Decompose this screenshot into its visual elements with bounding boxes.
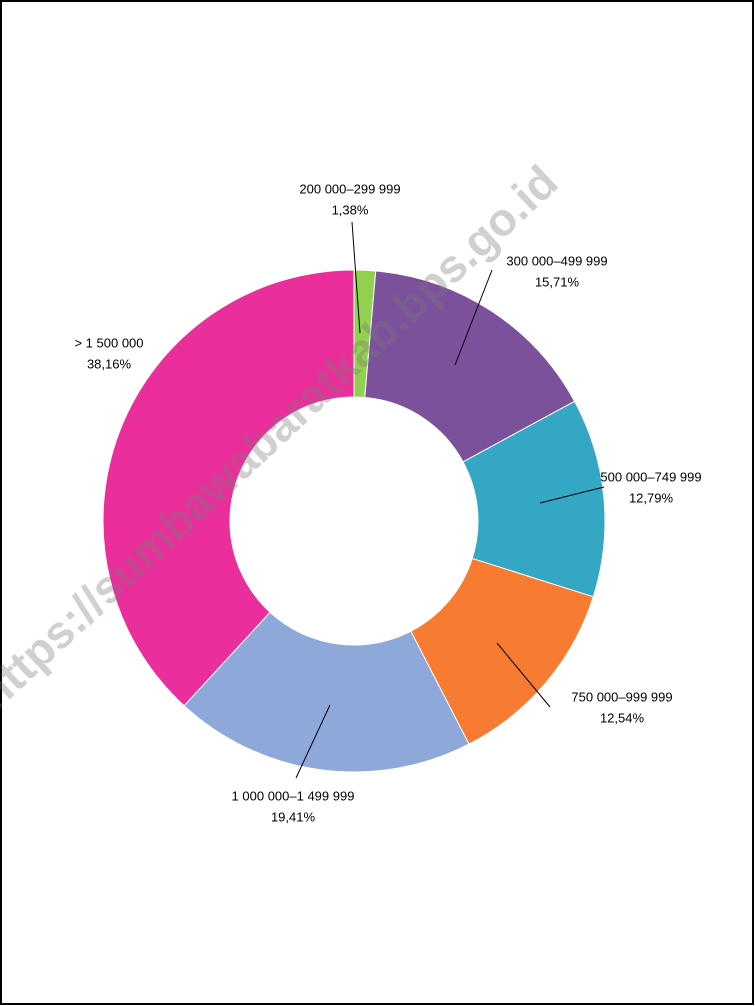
value-label: 38,16% xyxy=(87,356,132,371)
value-label: 19,41% xyxy=(271,809,316,824)
leader-line xyxy=(454,269,493,366)
value-label: 12,79% xyxy=(629,490,674,505)
category-label: 500 000–749 999 xyxy=(600,469,701,484)
leader-line xyxy=(295,704,331,779)
donut-slice xyxy=(183,611,470,773)
donut xyxy=(102,269,606,773)
category-label: 750 000–999 999 xyxy=(571,689,672,704)
value-label: 1,38% xyxy=(332,202,369,217)
category-label: 300 000–499 999 xyxy=(506,253,607,268)
leader-line xyxy=(496,642,551,708)
donut-slice xyxy=(102,269,355,707)
donut-slice xyxy=(364,270,576,463)
leader-line xyxy=(351,221,361,334)
value-label: 12,54% xyxy=(600,710,645,725)
category-label: > 1 500 000 xyxy=(74,335,143,350)
value-label: 15,71% xyxy=(535,274,580,289)
category-label: 1 000 000–1 499 999 xyxy=(232,788,355,803)
leader-line xyxy=(539,486,605,504)
category-label: 200 000–299 999 xyxy=(299,181,400,196)
donut-slice xyxy=(462,400,606,598)
